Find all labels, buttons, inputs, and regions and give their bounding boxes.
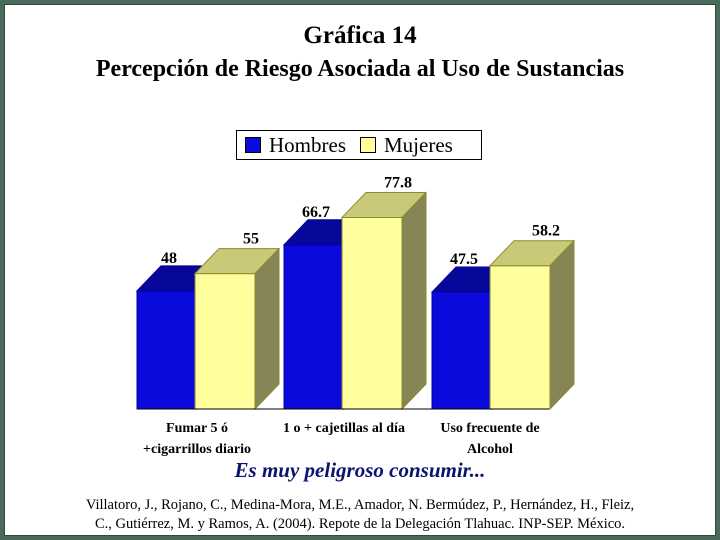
citation-line2: C., Gutiérrez, M. y Ramos, A. (2004). Re…	[94, 516, 626, 532]
category-label-line: Uso frecuente de	[440, 421, 540, 436]
bar-front-hombres-3	[431, 291, 493, 410]
bar-front-hombres-2	[283, 244, 345, 410]
category-label-1: Fumar 5 ó +cigarrillos diario	[117, 418, 277, 460]
data-label-hombres-2: 66.7	[302, 204, 330, 221]
legend-swatch-hombres	[245, 137, 261, 153]
legend-label-mujeres: Mujeres	[384, 132, 453, 157]
chart-title-line2: Percepción de Riesgo Asociada al Uso de …	[95, 56, 625, 82]
bar-front-mujeres-1	[194, 273, 256, 410]
bar-side-mujeres-1	[254, 247, 280, 411]
category-label-line: +cigarrillos diario	[143, 442, 251, 457]
data-label-hombres-3: 47.5	[450, 251, 478, 268]
bar-front-mujeres-3	[489, 265, 551, 410]
data-label-hombres-1: 48	[161, 250, 177, 267]
category-label-line: Alcohol	[467, 442, 513, 457]
data-label-mujeres-1: 55	[243, 231, 259, 248]
legend-item-hombres: Hombres	[245, 133, 346, 158]
category-label-line: 1 o + cajetillas al día	[283, 421, 405, 436]
data-label-mujeres-3: 58.2	[532, 223, 560, 240]
bar-front-hombres-1	[136, 290, 198, 410]
data-label-mujeres-2: 77.8	[384, 174, 412, 191]
category-label-3: Uso frecuente de Alcohol	[410, 418, 570, 460]
chart-title-line1: Gráfica 14	[303, 22, 417, 49]
bar-side-mujeres-2	[401, 191, 427, 411]
legend-label-hombres: Hombres	[269, 132, 346, 157]
category-label-line: Fumar 5 ó	[166, 421, 228, 436]
chart-legend: Hombres Mujeres	[236, 130, 482, 160]
bar-front-mujeres-2	[341, 216, 403, 410]
legend-item-mujeres: Mujeres	[360, 133, 453, 158]
chart-subtitle: Es muy peligroso consumir...	[234, 458, 486, 482]
citation: Villatoro, J., Rojano, C., Medina-Mora, …	[30, 496, 690, 534]
category-label-2: 1 o + cajetillas al día	[264, 418, 424, 439]
citation-line1: Villatoro, J., Rojano, C., Medina-Mora, …	[85, 497, 635, 513]
legend-swatch-mujeres	[360, 137, 376, 153]
bar-side-mujeres-3	[549, 239, 575, 411]
